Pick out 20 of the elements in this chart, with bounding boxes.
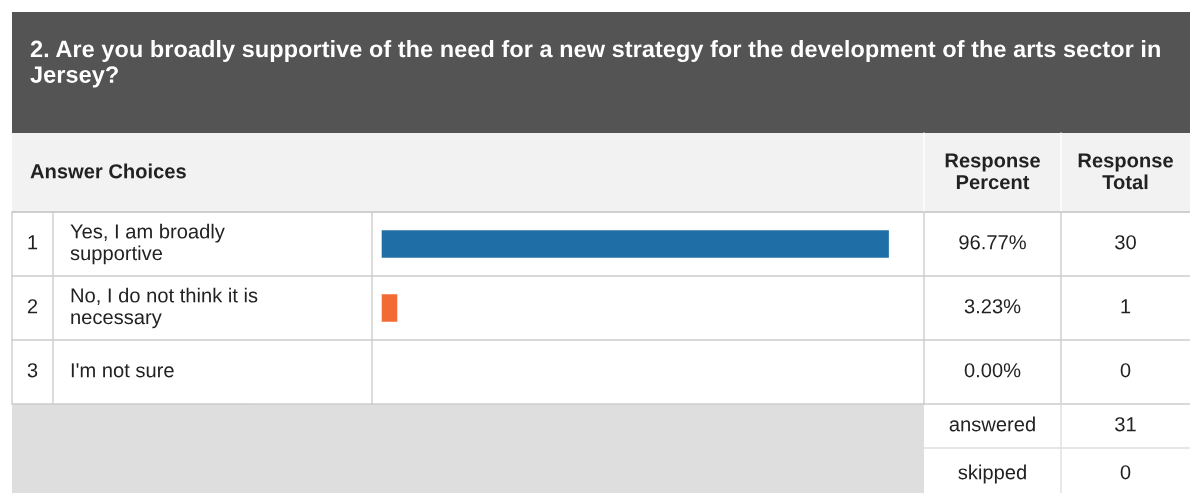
text: Answer Choices xyxy=(30,163,186,179)
text: answered xyxy=(949,416,1035,432)
text: Response Percent xyxy=(945,153,1040,190)
text: 1 xyxy=(28,235,38,250)
text: 0 xyxy=(1120,363,1131,378)
data-label: 3.23% xyxy=(964,299,1021,314)
text: 0 xyxy=(1120,465,1131,480)
y-tick-label: Yes, I am broadly supportive xyxy=(70,223,225,265)
chart-title: 2. Are you broadly supportive of the need for a new strategy for the development of the arts sector in Jersey? xyxy=(30,40,1160,88)
data-label: 0.00% xyxy=(964,363,1021,378)
text: Response Total xyxy=(1078,153,1173,190)
y-tick-label: I'm not sure xyxy=(71,363,174,378)
text: 3 xyxy=(27,363,38,378)
text: 30 xyxy=(1115,235,1136,250)
text: 2 xyxy=(27,299,38,314)
text: 31 xyxy=(1115,417,1136,432)
y-tick-label: No, I do not think it is necessary xyxy=(71,287,258,329)
data-label: 96.77% xyxy=(959,235,1026,250)
text: 1 xyxy=(1121,299,1131,314)
text: skipped xyxy=(958,464,1026,484)
